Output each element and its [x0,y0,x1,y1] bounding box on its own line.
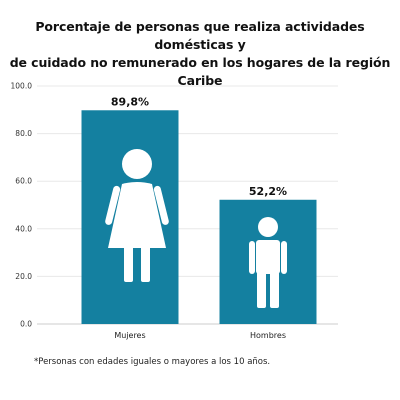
y-tick-label: 0.0 [20,320,32,329]
data-labels: 89,8% 52,2% [111,95,287,197]
data-label-hombres: 52,2% [249,185,287,198]
x-category-label: Mujeres [114,331,145,340]
female-person-icon [105,149,169,282]
chart-title-line-2: de cuidado no remunerado en los hogares … [9,55,391,88]
chart-title: Porcentaje de personas que realiza activ… [0,18,400,90]
chart-title-line-1: Porcentaje de personas que realiza activ… [35,19,365,52]
bars [81,110,317,324]
male-person-icon [249,217,287,308]
y-tick-label: 20.0 [15,272,32,281]
y-axis-ticks: 0.0 20.0 40.0 60.0 80.0 100.0 [11,82,33,329]
x-category-label: Hombres [250,331,286,340]
y-tick-label: 80.0 [15,129,32,138]
y-tick-label: 100.0 [11,82,33,91]
y-tick-label: 40.0 [15,224,32,233]
y-tick-label: 60.0 [15,177,32,186]
footnote: *Personas con edades iguales o mayores a… [34,357,271,367]
data-label-mujeres: 89,8% [111,95,149,108]
x-axis-categories: Mujeres Hombres [114,331,286,340]
